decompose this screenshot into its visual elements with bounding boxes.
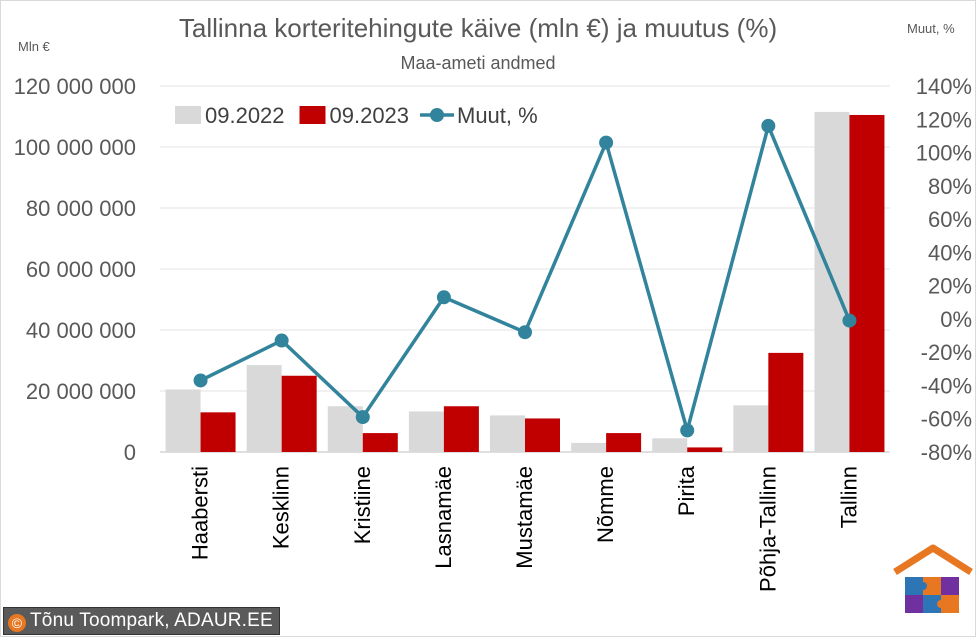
bar-09.2023: [200, 412, 236, 452]
y2-tick-label: 120%: [916, 107, 972, 132]
bar-09.2023: [281, 375, 317, 452]
change-point: [193, 373, 208, 388]
y-axis-ticks: 0 20 000 000 40 000 000 60 000 000 80 000 00…: [14, 74, 136, 465]
change-point: [518, 325, 532, 340]
change-point: [355, 410, 370, 425]
y-tick-label: 20 000 000: [26, 379, 136, 404]
y2-tick-label: 140%: [916, 74, 972, 99]
y2-axis-ticks: -80% -60% -40% -20% 0% 20% 40% 60% 80% 100% 120% 14…: [916, 74, 972, 465]
copyright-icon: ©: [8, 614, 26, 632]
change-point: [274, 333, 289, 348]
bar-09.2022: [165, 389, 201, 452]
x-tick-label: Nõmme: [593, 466, 618, 543]
y-tick-label: 120 000 000: [14, 74, 136, 99]
y2-tick-label: -60%: [921, 407, 972, 432]
bars: [165, 111, 885, 453]
y2-tick-label: 100%: [916, 141, 972, 166]
bar-09.2023: [443, 406, 479, 452]
x-tick-label: Mustamäe: [512, 466, 537, 569]
change-point: [842, 313, 857, 328]
y-axis-label: Mln €: [18, 39, 51, 54]
y-tick-label: 0: [124, 440, 136, 465]
y2-tick-label: 0%: [940, 307, 972, 332]
legend-line-marker: [430, 108, 444, 122]
bar-09.2023: [768, 352, 804, 452]
y-tick-label: 40 000 000: [26, 318, 136, 343]
bar-09.2023: [362, 433, 398, 452]
y2-tick-label: -20%: [921, 340, 972, 365]
bar-09.2023: [606, 433, 642, 452]
x-tick-label: Lasnamäe: [431, 466, 456, 569]
change-point: [436, 290, 451, 305]
change-point: [599, 135, 614, 150]
x-tick-label: Tallinn: [836, 466, 861, 528]
legend-swatch: [299, 106, 326, 124]
y2-tick-label: 20%: [928, 274, 972, 299]
y-tick-label: 60 000 000: [26, 257, 136, 282]
credit-text: Tõnu Toompark, ADAUR.EE: [30, 610, 273, 631]
chart-subtitle: Maa-ameti andmed: [400, 53, 555, 73]
legend-swatch: [175, 106, 201, 124]
y-tick-label: 80 000 000: [26, 196, 136, 221]
credit-badge: © Tõnu Toompark, ADAUR.EE: [3, 607, 280, 635]
adaur-logo: [893, 544, 973, 613]
x-tick-label: Kristiine: [350, 466, 375, 544]
y2-tick-label: -40%: [921, 373, 972, 398]
bar-09.2023: [525, 418, 560, 452]
x-tick-label: Kesklinn: [269, 466, 294, 549]
bar-09.2022: [246, 365, 282, 452]
change-line: [193, 118, 857, 438]
legend-label: 09.2022: [205, 103, 285, 128]
chart-title: Tallinna korteritehingute käive (mln €) …: [179, 13, 777, 43]
bar-09.2022: [652, 438, 688, 452]
x-axis-labels: Haabersti Kesklinn Kristiine Lasnamäe Mustam…: [188, 465, 862, 592]
bar-09.2022: [408, 411, 444, 452]
bar-09.2023: [849, 114, 885, 452]
y-tick-label: 100 000 000: [14, 135, 136, 160]
change-point: [680, 423, 695, 438]
change-point: [761, 118, 776, 133]
bar-09.2022: [490, 415, 525, 452]
y2-tick-label: 80%: [928, 174, 972, 199]
bar-09.2022: [733, 405, 769, 452]
x-tick-label: Haabersti: [188, 466, 213, 560]
x-tick-label: Pirita: [674, 465, 699, 516]
legend: 09.2022 09.2023 Muut, %: [175, 103, 538, 128]
y2-tick-label: -80%: [921, 440, 972, 465]
x-tick-label: Põhja-Tallinn: [755, 466, 780, 592]
y2-axis-label: Muut, %: [907, 21, 955, 36]
bar-09.2022: [571, 442, 607, 452]
y2-tick-label: 60%: [928, 207, 972, 232]
y2-tick-label: 40%: [928, 240, 972, 265]
legend-label: 09.2023: [330, 103, 410, 128]
bar-09.2023: [687, 447, 723, 452]
legend-label: Muut, %: [457, 103, 538, 128]
